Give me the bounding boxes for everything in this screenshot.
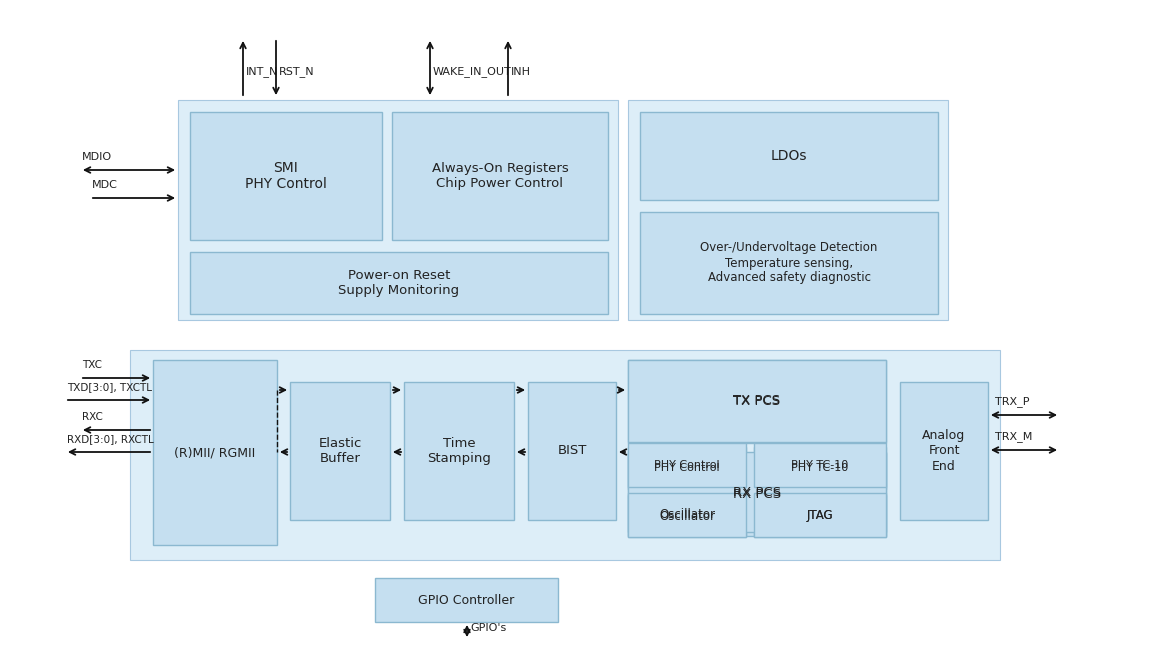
FancyBboxPatch shape [628,493,746,537]
Text: LDOs: LDOs [771,149,807,163]
FancyBboxPatch shape [153,360,277,545]
FancyBboxPatch shape [628,447,746,489]
FancyBboxPatch shape [628,495,746,537]
Text: JTAG: JTAG [806,510,833,522]
FancyBboxPatch shape [528,382,615,520]
Text: SMI
PHY Control: SMI PHY Control [245,161,326,191]
FancyBboxPatch shape [290,382,390,520]
FancyBboxPatch shape [753,447,886,489]
FancyBboxPatch shape [130,350,1000,560]
Text: Always-On Registers
Chip Power Control: Always-On Registers Chip Power Control [432,162,569,190]
Text: MDIO: MDIO [82,152,112,162]
Text: TXD[3:0], TXCTL: TXD[3:0], TXCTL [67,382,152,392]
FancyBboxPatch shape [628,100,948,320]
Text: PHY Control: PHY Control [654,460,720,470]
FancyBboxPatch shape [640,112,938,200]
FancyBboxPatch shape [628,443,746,487]
FancyBboxPatch shape [178,100,618,320]
Text: Elastic
Buffer: Elastic Buffer [318,437,362,465]
Text: Analog
Front
End: Analog Front End [922,430,965,473]
FancyBboxPatch shape [628,360,886,442]
Text: TX PCS: TX PCS [734,395,780,408]
Text: RXD[3:0], RXCTL: RXD[3:0], RXCTL [67,434,153,444]
Text: RX PCS: RX PCS [732,486,782,499]
FancyBboxPatch shape [404,382,514,520]
Text: RX PCS: RX PCS [732,488,782,501]
FancyBboxPatch shape [753,443,886,487]
FancyBboxPatch shape [392,112,608,240]
FancyBboxPatch shape [753,495,886,537]
Text: TX PCS: TX PCS [734,395,780,408]
Text: PHY TC-10: PHY TC-10 [791,463,848,473]
Text: TRX_P: TRX_P [994,396,1030,407]
Text: MDC: MDC [92,180,118,190]
Text: INH: INH [511,67,531,77]
Text: INT_N: INT_N [246,66,278,77]
FancyBboxPatch shape [628,360,886,443]
Text: Oscillator: Oscillator [659,510,715,522]
FancyBboxPatch shape [376,578,558,622]
FancyBboxPatch shape [190,112,381,240]
Text: GPIO Controller: GPIO Controller [419,593,515,606]
Text: PHY TC-10: PHY TC-10 [791,460,848,470]
Text: BIST: BIST [557,444,586,457]
FancyBboxPatch shape [640,212,938,314]
FancyBboxPatch shape [628,453,886,536]
FancyBboxPatch shape [900,382,987,520]
Text: RST_N: RST_N [278,66,315,77]
Text: RXC: RXC [82,412,103,422]
Text: GPIO's: GPIO's [470,623,507,633]
FancyBboxPatch shape [753,493,886,537]
Text: TXC: TXC [82,360,102,370]
Text: TRX_M: TRX_M [994,431,1032,442]
Text: Oscillator: Oscillator [659,508,715,522]
FancyBboxPatch shape [628,452,886,532]
Text: Power-on Reset
Supply Monitoring: Power-on Reset Supply Monitoring [338,269,460,297]
Text: Time
Stamping: Time Stamping [427,437,491,465]
Text: (R)MII/ RGMII: (R)MII/ RGMII [174,446,255,459]
Text: PHY Control: PHY Control [654,463,720,473]
FancyBboxPatch shape [190,252,608,314]
Text: JTAG: JTAG [806,508,833,522]
Text: Over-/Undervoltage Detection
Temperature sensing,
Advanced safety diagnostic: Over-/Undervoltage Detection Temperature… [701,241,878,284]
Text: WAKE_IN_OUT: WAKE_IN_OUT [433,66,511,77]
